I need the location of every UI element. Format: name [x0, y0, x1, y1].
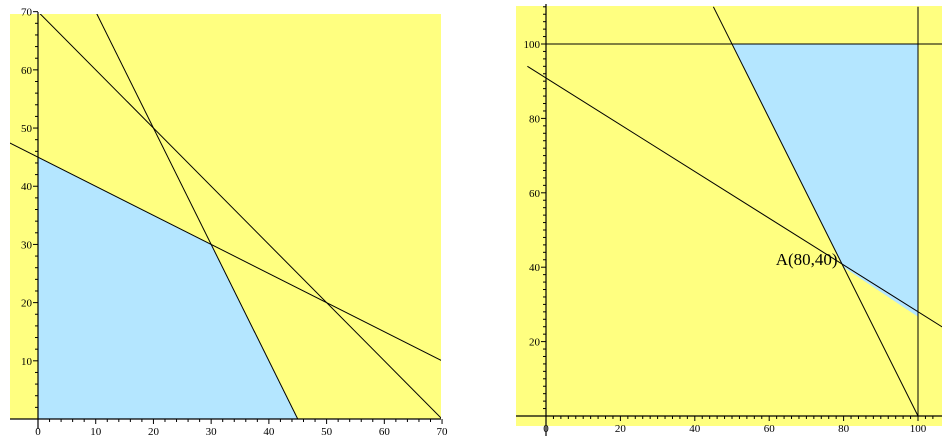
- plot-content: [527, 6, 942, 417]
- constraint-line-2: [712, 6, 919, 417]
- feasible-region: [38, 157, 298, 419]
- y-tick-label: 30: [21, 239, 33, 251]
- y-tick-label: 100: [524, 39, 541, 51]
- x-tick-label: 20: [148, 426, 160, 438]
- x-tick-label: 30: [206, 426, 218, 438]
- x-tick-label: 60: [764, 423, 776, 435]
- plot-content: [10, 14, 441, 419]
- plot-panel-2: 0 20 40 60 80 100 20 40 60 80 100 A(80,40): [516, 4, 942, 436]
- y-tick-label: 80: [529, 113, 541, 125]
- point-annotation: A(80,40): [776, 250, 838, 269]
- y-tick-label: 60: [21, 65, 33, 77]
- constraint-line-1: [10, 142, 441, 361]
- x-tick-label: 0: [35, 426, 41, 438]
- y-tick-label: 70: [21, 7, 33, 19]
- constraint-line-3: [96, 14, 299, 419]
- x-tick-label: 0: [543, 423, 549, 435]
- x-tick-label: 80: [838, 423, 850, 435]
- x-tick-label: 60: [379, 426, 391, 438]
- y-tick-label: 40: [21, 181, 33, 193]
- constraint-line-1: [527, 65, 942, 328]
- y-tick-label: 50: [21, 123, 33, 135]
- x-tick-label: 40: [263, 426, 275, 438]
- y-tick-label: 60: [529, 188, 541, 200]
- x-tick-label: 70: [437, 426, 449, 438]
- plot-panel-1: 0 10 20 30 40 50 60 70 10 20 30 40 50 60 70: [10, 7, 449, 438]
- constraint-line-2: [39, 14, 441, 419]
- x-tick-label: 40: [689, 423, 701, 435]
- y-tick-label: 20: [529, 337, 541, 349]
- x-tick-label: 100: [910, 423, 927, 435]
- y-tick-label: 20: [21, 298, 33, 310]
- feasible-region: [732, 44, 918, 317]
- x-tick-label: 50: [321, 426, 333, 438]
- x-tick-label: 20: [615, 423, 627, 435]
- x-tick-label: 10: [90, 426, 102, 438]
- y-tick-label: 40: [529, 262, 541, 274]
- y-tick-label: 10: [21, 356, 33, 368]
